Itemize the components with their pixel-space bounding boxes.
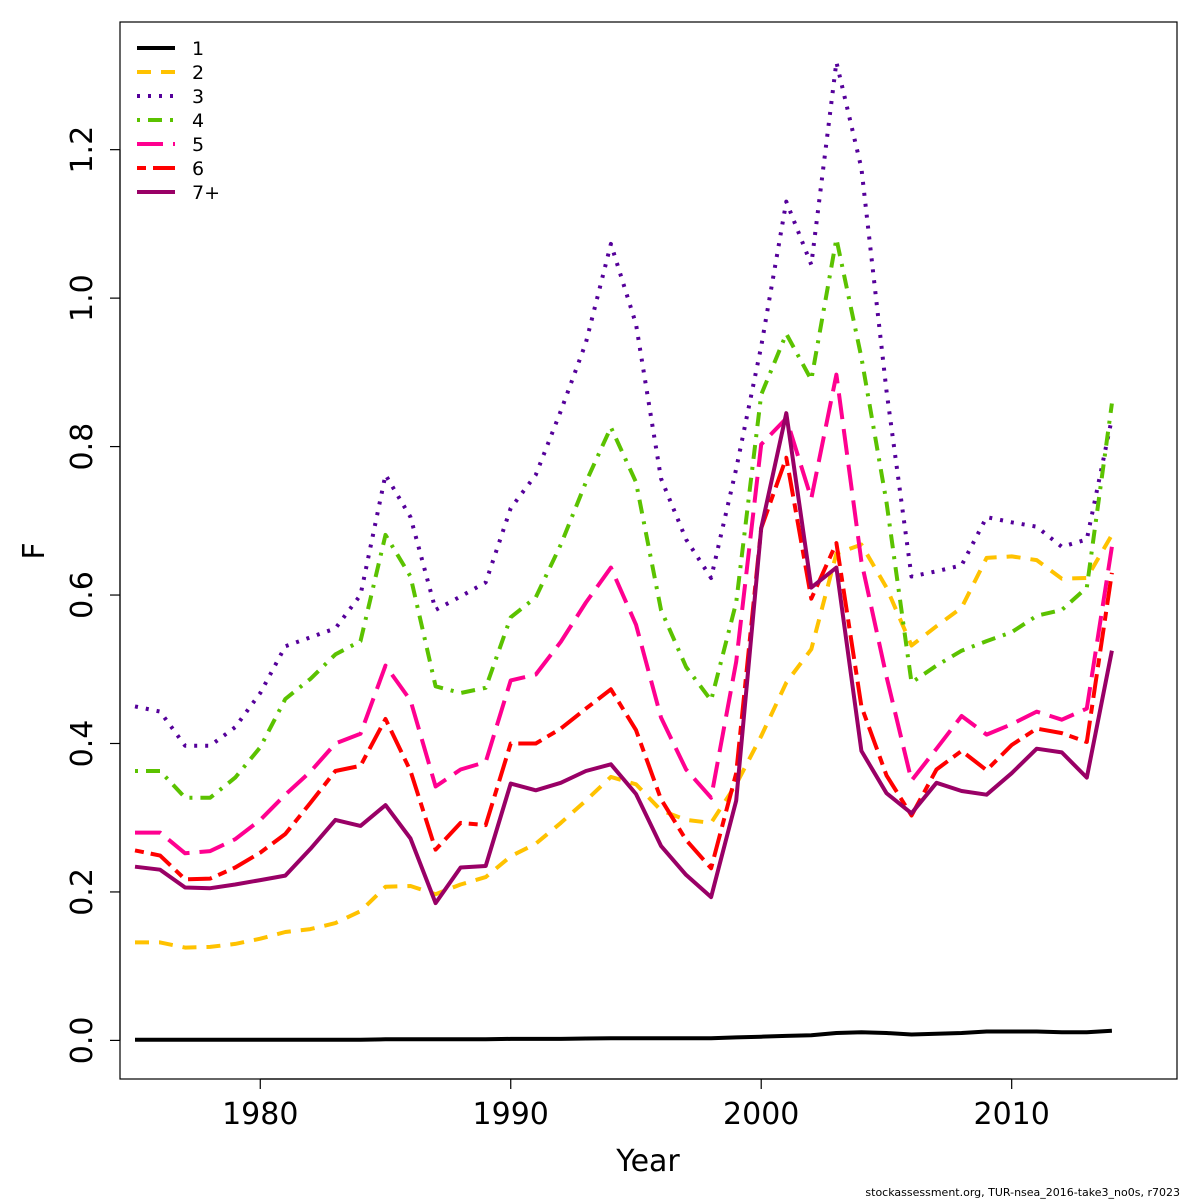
y-tick-label: 0.6 [65,571,100,619]
series-line-5 [135,372,1114,856]
series-layer [134,60,1114,1042]
legend-label-5: 5 [192,134,204,156]
y-tick-label: 1.0 [65,274,100,322]
plot-frame [119,21,1178,1080]
y-axis: 0.0 0.2 0.4 0.6 0.8 1.0 1.2 [65,126,121,1065]
y-tick-label: 0.0 [65,1017,100,1065]
y-tick-label: 0.4 [65,720,100,768]
credit-text: stockassessment.org, TUR-nsea_2016-take3… [865,1186,1180,1199]
x-tick-label: 2010 [974,1097,1050,1132]
y-tick-label: 0.8 [65,423,100,471]
x-tick-label: 1990 [473,1097,549,1132]
series-line-1 [135,1028,1113,1042]
series-line-7plus [134,411,1114,906]
y-axis-title: F [17,542,52,559]
series-line-6 [134,455,1114,882]
x-axis: 1980 1990 2000 2010 [222,1078,1050,1132]
legend-label-1: 1 [192,38,204,60]
legend-label-7plus: 7+ [192,182,220,204]
legend-label-6: 6 [192,158,204,180]
x-tick-label: 1980 [222,1097,298,1132]
legend-label-4: 4 [192,110,204,132]
legend-label-3: 3 [192,86,204,108]
x-axis-title: Year [615,1144,680,1179]
y-tick-label: 0.2 [65,868,100,916]
series-line-4 [135,236,1114,800]
series-line-3 [134,60,1114,748]
series-line-2 [135,533,1114,950]
y-tick-label: 1.2 [65,126,100,174]
x-tick-label: 2000 [723,1097,799,1132]
legend-label-2: 2 [192,62,204,84]
